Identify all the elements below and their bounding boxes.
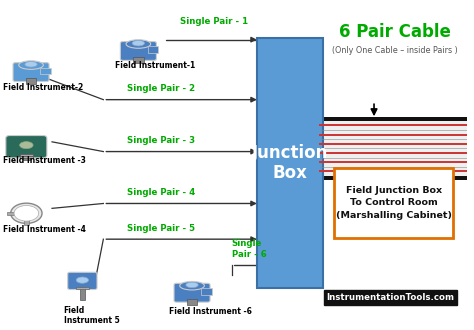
Ellipse shape — [180, 281, 204, 290]
FancyBboxPatch shape — [120, 42, 156, 60]
Text: Single
Pair - 6: Single Pair - 6 — [232, 239, 266, 259]
FancyBboxPatch shape — [133, 57, 144, 63]
Bar — [19, 154, 33, 156]
FancyBboxPatch shape — [26, 79, 36, 84]
Bar — [19, 156, 33, 158]
Bar — [23, 154, 30, 160]
Bar — [76, 287, 89, 288]
Ellipse shape — [14, 206, 39, 221]
Text: Junction
Box: Junction Box — [252, 144, 328, 182]
Text: Field
Instrument 5: Field Instrument 5 — [64, 306, 119, 325]
Text: Single Pair - 1: Single Pair - 1 — [181, 17, 248, 26]
Ellipse shape — [76, 277, 89, 283]
Text: Field Instrument-1: Field Instrument-1 — [115, 61, 195, 70]
Text: Field Instrument -4: Field Instrument -4 — [3, 225, 86, 234]
Ellipse shape — [25, 62, 37, 67]
FancyBboxPatch shape — [201, 288, 212, 295]
Text: 6 Pair Cable: 6 Pair Cable — [339, 22, 451, 41]
Text: Single Pair - 2: Single Pair - 2 — [127, 84, 195, 93]
FancyBboxPatch shape — [6, 136, 47, 158]
Ellipse shape — [186, 282, 198, 288]
Text: (Only One Cable – inside Pairs ): (Only One Cable – inside Pairs ) — [332, 47, 458, 55]
FancyBboxPatch shape — [174, 283, 210, 302]
Ellipse shape — [19, 142, 33, 148]
FancyBboxPatch shape — [68, 272, 97, 289]
Bar — [80, 287, 84, 300]
Text: Single Pair - 4: Single Pair - 4 — [127, 188, 195, 197]
Bar — [24, 218, 29, 225]
Ellipse shape — [132, 41, 145, 46]
Ellipse shape — [18, 61, 43, 69]
Text: Field Junction Box
To Control Room
(Marshalling Cabinet): Field Junction Box To Control Room (Mars… — [336, 186, 452, 220]
FancyBboxPatch shape — [257, 38, 323, 288]
Ellipse shape — [126, 40, 151, 48]
Bar — [334, 168, 453, 238]
FancyBboxPatch shape — [187, 299, 198, 305]
FancyBboxPatch shape — [13, 63, 49, 82]
Bar — [7, 212, 15, 215]
Text: InstrumentationTools.com: InstrumentationTools.com — [327, 293, 455, 302]
FancyBboxPatch shape — [147, 47, 158, 53]
Text: Single Pair - 5: Single Pair - 5 — [127, 224, 195, 233]
Text: Field Instrument -6: Field Instrument -6 — [169, 307, 252, 316]
Ellipse shape — [11, 203, 42, 223]
Bar — [320, 117, 472, 180]
Text: Field Instrument -3: Field Instrument -3 — [3, 156, 86, 165]
FancyBboxPatch shape — [40, 68, 51, 74]
Bar — [320, 121, 472, 176]
Text: Single Pair - 3: Single Pair - 3 — [127, 136, 195, 145]
Text: Field Instrument-2: Field Instrument-2 — [3, 83, 83, 92]
